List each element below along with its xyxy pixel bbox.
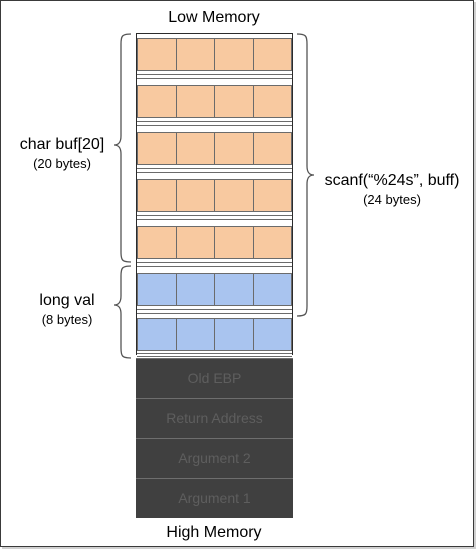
- byte-cell: [138, 39, 177, 70]
- byte-cell: [253, 86, 291, 117]
- buf-row-3: [137, 132, 292, 165]
- byte-cell: [253, 133, 291, 164]
- scanf-size: (24 bytes): [363, 192, 421, 207]
- byte-cell: [215, 274, 254, 305]
- byte-cell: [253, 39, 291, 70]
- buf-row-1: [137, 38, 292, 71]
- val-annotation: long val (8 bytes): [18, 292, 116, 327]
- byte-cell: [138, 319, 177, 350]
- byte-cell: [138, 227, 177, 258]
- val-size: (8 bytes): [41, 312, 93, 327]
- row-separator: [137, 353, 292, 357]
- byte-cell: [253, 274, 291, 305]
- byte-cell: [176, 86, 215, 117]
- byte-cell: [215, 133, 254, 164]
- byte-cell: [176, 39, 215, 70]
- return-address-slot: Return Address: [136, 398, 293, 438]
- high-memory-label: High Memory: [166, 524, 262, 541]
- byte-cell: [215, 180, 254, 211]
- byte-cell: [138, 274, 177, 305]
- old-ebp-slot: Old EBP: [136, 358, 293, 398]
- byte-cell: [138, 180, 177, 211]
- byte-cell: [176, 274, 215, 305]
- byte-cell: [176, 133, 215, 164]
- buf-row-2: [137, 85, 292, 118]
- scanf-name: scanf(“%24s”, buff): [324, 172, 460, 189]
- low-memory-label: Low Memory: [168, 9, 260, 26]
- buf-brace: [113, 33, 132, 263]
- row-separator: [137, 309, 292, 314]
- byte-cell: [215, 86, 254, 117]
- byte-cell: [253, 180, 291, 211]
- row-separator: [137, 215, 292, 220]
- byte-cell: [215, 227, 254, 258]
- row-separator: [137, 74, 292, 79]
- byte-cell: [176, 319, 215, 350]
- val-row-1: [137, 273, 292, 306]
- byte-cell: [138, 133, 177, 164]
- buf-row-4: [137, 179, 292, 212]
- byte-cell: [215, 39, 254, 70]
- row-separator: [137, 168, 292, 173]
- argument-2-slot: Argument 2: [136, 438, 293, 478]
- byte-cell: [215, 319, 254, 350]
- byte-cell: [138, 86, 177, 117]
- byte-cell: [176, 227, 215, 258]
- buf-row-5: [137, 226, 292, 259]
- buf-size: (20 bytes): [33, 156, 91, 171]
- val-row-2: [137, 318, 292, 351]
- row-separator: [137, 121, 292, 126]
- val-brace: [113, 265, 132, 359]
- scanf-annotation: scanf(“%24s”, buff) (24 bytes): [314, 172, 470, 207]
- frame-shadow-right: [474, 2, 476, 549]
- frame-shadow: [2, 547, 476, 549]
- byte-cell: [253, 227, 291, 258]
- byte-cell: [176, 180, 215, 211]
- row-separator: [137, 262, 292, 267]
- val-name: long val: [39, 292, 95, 309]
- byte-cell: [253, 319, 291, 350]
- buf-name: char buf[20]: [19, 136, 105, 153]
- buf-annotation: char buf[20] (20 bytes): [6, 136, 118, 171]
- argument-1-slot: Argument 1: [136, 478, 293, 518]
- scanf-brace: [296, 33, 315, 317]
